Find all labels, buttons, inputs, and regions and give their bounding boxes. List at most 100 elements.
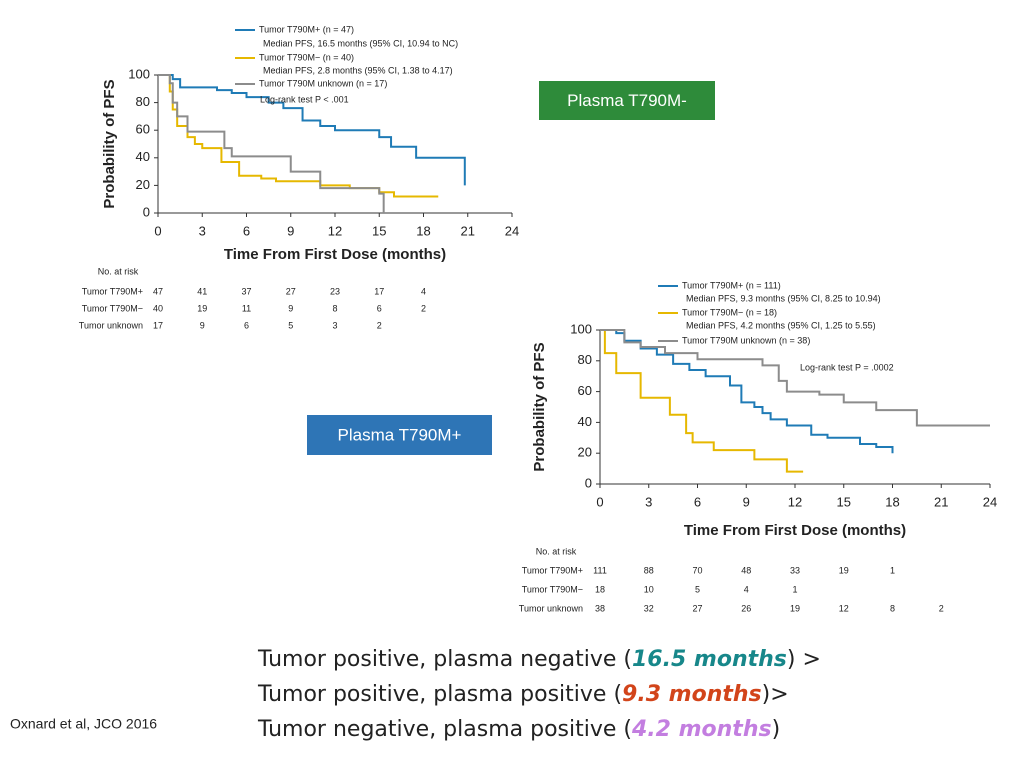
at-risk-title: No. at risk	[536, 546, 577, 556]
legend-label: Tumor T790M− (n = 18)	[682, 307, 777, 317]
x-tick-label: 9	[287, 223, 294, 238]
legend-label: Tumor T790M+ (n = 111)	[682, 280, 781, 290]
conclusion-highlight: 9.3 months	[622, 682, 762, 707]
at-risk-count: 47	[153, 286, 163, 296]
x-tick-label: 18	[885, 494, 899, 509]
x-tick-label: 21	[461, 223, 475, 238]
at-risk-count: 8	[332, 303, 337, 313]
km-curve	[600, 329, 894, 454]
y-tick-label: 0	[143, 204, 150, 219]
km-curve	[158, 74, 466, 186]
plasma-label-box	[539, 81, 715, 120]
legend-label: Tumor T790M unknown (n = 17)	[259, 78, 387, 88]
at-risk-label: Tumor unknown	[519, 603, 583, 613]
y-tick-label: 60	[136, 122, 150, 137]
y-tick-label: 80	[578, 352, 592, 367]
at-risk-count: 27	[286, 286, 296, 296]
y-tick-label: 0	[585, 475, 592, 490]
at-risk-count: 2	[377, 320, 382, 330]
km-curve	[600, 329, 804, 473]
conclusion-line: Tumor positive, plasma positive (9.3 mon…	[257, 682, 789, 707]
at-risk-count: 1	[792, 584, 797, 594]
log-rank-annotation: Log-rank test P = .0002	[800, 362, 894, 372]
at-risk-count: 9	[288, 303, 293, 313]
x-axis-title: Time From First Dose (months)	[684, 522, 906, 539]
at-risk-count: 38	[595, 603, 605, 613]
at-risk-count: 4	[421, 286, 426, 296]
y-tick-label: 60	[578, 383, 592, 398]
at-risk-count: 19	[790, 603, 800, 613]
at-risk-label: Tumor unknown	[79, 320, 143, 330]
conclusion-text: Tumor positive, plasma positive (	[257, 682, 622, 707]
at-risk-count: 17	[153, 320, 163, 330]
x-tick-label: 21	[934, 494, 948, 509]
x-axis-title: Time From First Dose (months)	[224, 246, 446, 263]
citation: Oxnard et al, JCO 2016	[10, 716, 157, 732]
legend-label: Tumor T790M unknown (n = 38)	[682, 335, 810, 345]
legend-label: Tumor T790M+ (n = 47)	[259, 24, 354, 34]
at-risk-label: Tumor T790M−	[82, 303, 143, 313]
x-tick-label: 15	[837, 494, 851, 509]
at-risk-count: 6	[377, 303, 382, 313]
at-risk-label: Tumor T790M+	[82, 286, 143, 296]
y-tick-label: 40	[136, 149, 150, 164]
conclusion-highlight: 16.5 months	[632, 647, 787, 672]
at-risk-label: Tumor T790M−	[522, 584, 583, 594]
km-curve	[158, 74, 385, 213]
legend-note: Median PFS, 2.8 months (95% CI, 1.38 to …	[263, 65, 453, 75]
at-risk-count: 41	[197, 286, 207, 296]
x-tick-label: 6	[243, 223, 250, 238]
at-risk-count: 5	[695, 584, 700, 594]
at-risk-count: 6	[244, 320, 249, 330]
at-risk-count: 23	[330, 286, 340, 296]
at-risk-count: 40	[153, 303, 163, 313]
at-risk-count: 70	[692, 565, 702, 575]
at-risk-count: 19	[197, 303, 207, 313]
y-tick-label: 20	[136, 177, 150, 192]
y-tick-label: 20	[578, 445, 592, 460]
plasma-label-box	[307, 415, 492, 455]
at-risk-count: 88	[644, 565, 654, 575]
x-tick-label: 9	[743, 494, 750, 509]
at-risk-count: 48	[741, 565, 751, 575]
at-risk-title: No. at risk	[98, 266, 139, 276]
plasma-label: Plasma T790M+	[338, 425, 462, 444]
at-risk-label: Tumor T790M+	[522, 565, 583, 575]
at-risk-count: 37	[241, 286, 251, 296]
km-curve	[158, 74, 439, 198]
conclusion-text: Tumor positive, plasma negative (	[257, 647, 632, 672]
at-risk-count: 4	[744, 584, 749, 594]
x-tick-label: 24	[505, 223, 519, 238]
conclusion-text: Tumor negative, plasma positive (	[257, 717, 632, 742]
conclusion-line: Tumor positive, plasma negative (16.5 mo…	[257, 647, 821, 672]
x-tick-label: 3	[199, 223, 206, 238]
x-tick-label: 6	[694, 494, 701, 509]
x-tick-label: 12	[788, 494, 802, 509]
conclusion-text: )	[772, 717, 781, 742]
y-tick-label: 100	[128, 66, 150, 81]
at-risk-count: 5	[288, 320, 293, 330]
x-tick-label: 18	[416, 223, 430, 238]
legend-label: Tumor T790M− (n = 40)	[259, 52, 354, 62]
plasma-label: Plasma T790M-	[567, 91, 687, 110]
y-axis-title: Probability of PFS	[531, 342, 548, 471]
log-rank-annotation: Log-rank test P < .001	[260, 94, 349, 104]
at-risk-count: 11	[242, 303, 251, 313]
conclusion-line: Tumor negative, plasma positive (4.2 mon…	[257, 717, 780, 742]
y-axis-title: Probability of PFS	[101, 79, 118, 208]
at-risk-count: 10	[644, 584, 654, 594]
at-risk-count: 2	[939, 603, 944, 613]
conclusion-text: )>	[762, 682, 789, 707]
legend-note: Median PFS, 16.5 months (95% CI, 10.94 t…	[263, 38, 458, 48]
conclusion-text: ) >	[787, 647, 821, 672]
y-tick-label: 80	[136, 94, 150, 109]
at-risk-count: 9	[200, 320, 205, 330]
at-risk-count: 111	[593, 565, 607, 575]
at-risk-count: 8	[890, 603, 895, 613]
x-tick-label: 0	[154, 223, 161, 238]
x-tick-label: 3	[645, 494, 652, 509]
legend-note: Median PFS, 4.2 months (95% CI, 1.25 to …	[686, 320, 876, 330]
y-tick-label: 100	[570, 321, 592, 336]
at-risk-count: 18	[595, 584, 605, 594]
